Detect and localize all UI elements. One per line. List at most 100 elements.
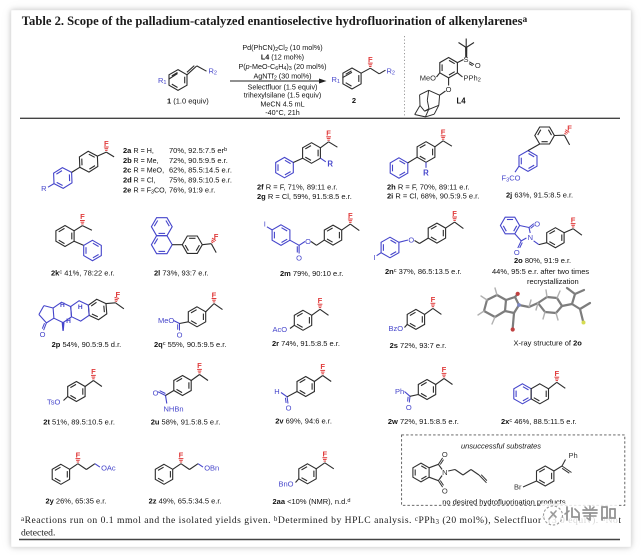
svg-text:2c: 2c bbox=[123, 166, 131, 175]
svg-text:F: F bbox=[554, 369, 559, 378]
svg-text:2j 63%, 91.5:8.5 e.r.: 2j 63%, 91.5:8.5 e.r. bbox=[506, 191, 573, 200]
svg-text:F: F bbox=[567, 124, 572, 133]
svg-text:H: H bbox=[78, 304, 83, 311]
svg-text:44%, 95:5 e.r. after two times: 44%, 95:5 e.r. after two times bbox=[492, 267, 589, 276]
svg-text:O: O bbox=[408, 236, 414, 245]
svg-text:O: O bbox=[286, 404, 292, 413]
svg-text:recrystallization: recrystallization bbox=[527, 277, 579, 286]
svg-text:2xc 46%, 88.5:11.5 e.r.: 2xc 46%, 88.5:11.5 e.r. bbox=[501, 417, 577, 426]
svg-text:F: F bbox=[431, 295, 436, 304]
svg-text:1 (1.0 equiv): 1 (1.0 equiv) bbox=[167, 96, 209, 105]
svg-text:F: F bbox=[368, 55, 373, 64]
svg-text:R = MeO,: R = MeO, bbox=[134, 167, 165, 175]
svg-text:Pd(PhCN)2Cl2 (10 mol%): Pd(PhCN)2Cl2 (10 mol%) bbox=[242, 43, 322, 53]
svg-text:2d: 2d bbox=[123, 176, 132, 185]
svg-text:F: F bbox=[320, 362, 325, 371]
svg-text:N: N bbox=[528, 233, 533, 242]
svg-text:S: S bbox=[463, 55, 468, 64]
svg-text:2h R = F, 70%, 89:11 e.r.: 2h R = F, 70%, 89:11 e.r. bbox=[387, 183, 470, 192]
svg-text:AgNTf2 (30 mol%): AgNTf2 (30 mol%) bbox=[253, 72, 311, 82]
svg-text:F: F bbox=[452, 209, 457, 218]
svg-text:O: O bbox=[153, 388, 159, 397]
svg-text:BnO: BnO bbox=[279, 480, 294, 489]
svg-text:-40°C, 21h: -40°C, 21h bbox=[265, 108, 299, 117]
svg-text:OBn: OBn bbox=[204, 463, 219, 472]
svg-text:2p 54%, 90.5:9.5 d.r.: 2p 54%, 90.5:9.5 d.r. bbox=[52, 340, 122, 349]
svg-text:Table 2. Scope of the palladiu: Table 2. Scope of the palladium-catalyze… bbox=[22, 14, 528, 28]
svg-text:F: F bbox=[214, 232, 219, 241]
svg-text:F: F bbox=[115, 290, 120, 299]
svg-text:F: F bbox=[318, 296, 323, 305]
svg-text:2a: 2a bbox=[123, 146, 132, 155]
svg-text:O: O bbox=[475, 61, 481, 70]
svg-text:F: F bbox=[441, 128, 446, 137]
svg-text:F: F bbox=[80, 212, 85, 221]
svg-text:R1: R1 bbox=[331, 75, 340, 85]
svg-text:AcO: AcO bbox=[273, 325, 288, 334]
svg-text:2f R = F, 71%, 89:11 e.r.: 2f R = F, 71%, 89:11 e.r. bbox=[257, 183, 338, 192]
svg-text:2r 74%, 91.5:8.5 e.r.: 2r 74%, 91.5:8.5 e.r. bbox=[272, 339, 340, 348]
svg-text:R: R bbox=[423, 168, 429, 177]
svg-text:2m 79%, 90:10 e.r.: 2m 79%, 90:10 e.r. bbox=[280, 269, 343, 278]
svg-text:76%, 91:9 e.r.: 76%, 91:9 e.r. bbox=[169, 185, 215, 194]
svg-text:F: F bbox=[91, 367, 96, 376]
svg-text:N: N bbox=[442, 468, 447, 477]
svg-text:O: O bbox=[296, 254, 302, 263]
svg-text:R = Cl,: R = Cl, bbox=[134, 177, 156, 185]
svg-text:F: F bbox=[197, 361, 202, 370]
svg-text:O: O bbox=[514, 248, 520, 257]
svg-text:F: F bbox=[76, 450, 81, 459]
svg-text:O: O bbox=[442, 450, 448, 459]
svg-text:O: O bbox=[534, 220, 540, 229]
svg-text:R1: R1 bbox=[158, 76, 167, 86]
svg-text:2y 26%, 65:35 e.r.: 2y 26%, 65:35 e.r. bbox=[46, 497, 107, 506]
svg-text:F: F bbox=[104, 139, 109, 148]
svg-text:I: I bbox=[374, 253, 376, 262]
svg-text:F: F bbox=[322, 450, 327, 459]
svg-text:OAc: OAc bbox=[101, 463, 116, 472]
svg-text:P(p-MeO-C6H4)3 (20 mol%): P(p-MeO-C6H4)3 (20 mol%) bbox=[238, 62, 326, 72]
svg-text:Ph: Ph bbox=[569, 451, 578, 460]
svg-text:2t 51%, 89.5:10.5 e.r.: 2t 51%, 89.5:10.5 e.r. bbox=[43, 418, 115, 427]
svg-text:H: H bbox=[60, 302, 65, 309]
svg-text:70%, 92.5:7.5 erb: 70%, 92.5:7.5 erb bbox=[169, 146, 227, 155]
svg-text:R = Me,: R = Me, bbox=[134, 157, 159, 165]
svg-text:2nc 37%, 86.5:13.5 e.r.: 2nc 37%, 86.5:13.5 e.r. bbox=[385, 267, 462, 276]
svg-text:2i R = Cl, 68%, 90.5:9.5 e.r: 2i R = Cl, 68%, 90.5:9.5 e.r. bbox=[387, 192, 479, 201]
svg-text:O: O bbox=[406, 403, 412, 412]
svg-text:F: F bbox=[179, 450, 184, 459]
svg-text:detected.: detected. bbox=[21, 528, 55, 539]
svg-text:2w 72%, 91.5:8.5 e.r.: 2w 72%, 91.5:8.5 e.r. bbox=[388, 417, 459, 426]
svg-text:R = F3CO,: R = F3CO, bbox=[134, 186, 167, 195]
svg-text:R = H,: R = H, bbox=[134, 147, 154, 155]
svg-text:F: F bbox=[212, 290, 217, 299]
svg-text:Br: Br bbox=[514, 483, 522, 492]
svg-text:2: 2 bbox=[352, 96, 356, 105]
svg-text:I: I bbox=[264, 219, 266, 228]
svg-text:2aa <10% (NMR), n.d.d: 2aa <10% (NMR), n.d.d bbox=[273, 497, 351, 506]
svg-text:no desired hydrofluorination p: no desired hydrofluorination products bbox=[442, 497, 566, 506]
svg-text:L4: L4 bbox=[457, 97, 467, 106]
svg-text:X-ray structure of 2o: X-ray structure of 2o bbox=[514, 339, 583, 348]
svg-text:H: H bbox=[66, 318, 71, 325]
svg-text:aReactions run on 0.1 mmol and: aReactions run on 0.1 mmol and the isola… bbox=[21, 515, 621, 527]
svg-text:O: O bbox=[446, 85, 452, 94]
svg-text:R: R bbox=[41, 184, 47, 193]
svg-text:F: F bbox=[442, 365, 447, 374]
svg-text:F: F bbox=[326, 129, 331, 138]
svg-text:Selectfluor (1.5 equiv): Selectfluor (1.5 equiv) bbox=[248, 83, 318, 92]
svg-text:O: O bbox=[305, 237, 311, 246]
svg-text:72%, 90.5:9.5 e.r.: 72%, 90.5:9.5 e.r. bbox=[169, 156, 228, 165]
svg-text:F3CO: F3CO bbox=[502, 174, 521, 184]
svg-text:F: F bbox=[571, 215, 576, 224]
svg-text:O: O bbox=[40, 330, 46, 339]
svg-text:2u 58%, 91.5:8.5 e.r.: 2u 58%, 91.5:8.5 e.r. bbox=[151, 418, 221, 427]
svg-text:MeO: MeO bbox=[158, 316, 174, 325]
svg-text:Ph: Ph bbox=[395, 387, 404, 396]
svg-text:unsuccessful substrates: unsuccessful substrates bbox=[461, 442, 541, 451]
svg-text:62%, 85.5:14.5 e.r.: 62%, 85.5:14.5 e.r. bbox=[169, 166, 232, 175]
svg-text:2o 80%, 91:9 e.r.: 2o 80%, 91:9 e.r. bbox=[514, 256, 571, 265]
svg-text:MeCN 4.5 mL: MeCN 4.5 mL bbox=[260, 100, 304, 109]
svg-text:2g R = Cl, 59%, 91.5:8.5 e.r.: 2g R = Cl, 59%, 91.5:8.5 e.r. bbox=[257, 192, 352, 201]
svg-text:2l 73%, 93:7 e.r.: 2l 73%, 93:7 e.r. bbox=[154, 269, 209, 278]
